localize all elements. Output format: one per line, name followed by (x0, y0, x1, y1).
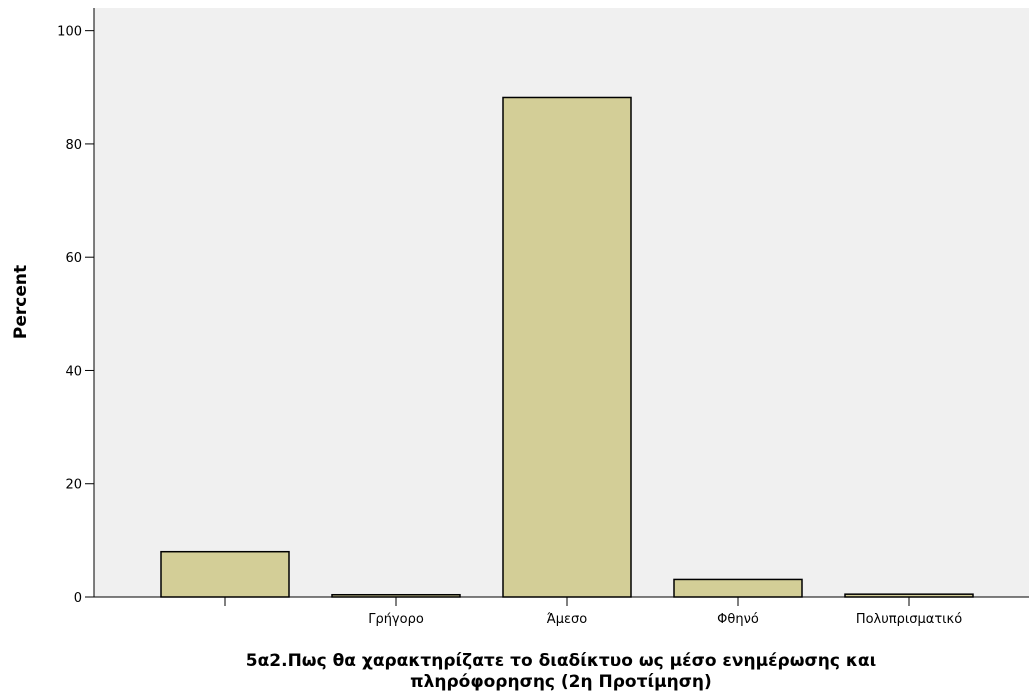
y-tick-label-0: 0 (74, 591, 82, 606)
x-tick-label-2: Άμεσο (547, 612, 588, 627)
bar-0 (160, 550, 290, 598)
x-tick-label-1: Γρήγορο (368, 612, 424, 627)
bars-group (160, 96, 974, 598)
x-tick-label-4: Πολυπρισματικό (856, 612, 962, 627)
y-tick-label-1: 20 (65, 478, 82, 493)
y-tick-label-2: 40 (65, 364, 82, 379)
y-tick-label-3: 60 (65, 251, 82, 266)
y-tick-label-4: 80 (65, 138, 82, 153)
y-axis: 0 20 40 60 80 100 (57, 8, 95, 606)
y-axis-title: Percent (11, 265, 31, 339)
x-tick-label-3: Φθηνό (717, 612, 759, 627)
bar-2 (502, 96, 632, 598)
x-axis-title-line-2: πληρόφορησης (2η Προτίμηση) (410, 672, 712, 692)
bar-3 (673, 578, 803, 598)
x-axis-title-line-1: 5α2.Πως θα χαρακτηρίζατε το διαδίκτυο ως… (246, 651, 876, 671)
x-axis: Γρήγορο Άμεσο Φθηνό Πολυπρισματικό (94, 596, 1029, 627)
y-tick-label-5: 100 (57, 25, 82, 40)
